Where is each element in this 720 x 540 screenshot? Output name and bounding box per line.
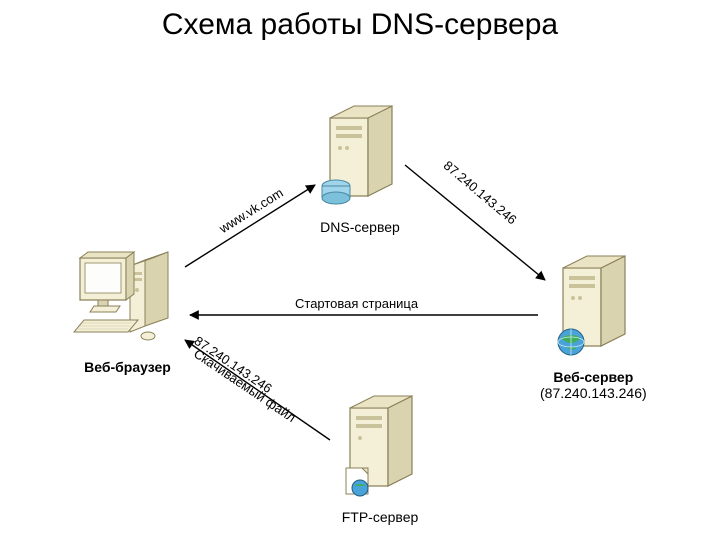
edge-label-start: Стартовая страница	[295, 296, 418, 311]
server-icon	[543, 250, 643, 360]
pc-icon	[70, 240, 185, 350]
node-web-label: Веб-сервер	[540, 369, 647, 385]
node-browser: Веб-браузер	[70, 240, 185, 375]
server-icon	[330, 390, 430, 500]
node-web: Веб-сервер (87.240.143.246)	[540, 250, 647, 401]
server-icon	[310, 100, 410, 210]
edge-browser-dns	[185, 185, 315, 267]
node-ftp: FTP-сервер	[330, 390, 430, 525]
diagram-stage: www.vk.com 87.240.143.246 Стартовая стра…	[40, 60, 680, 530]
node-ftp-label: FTP-сервер	[330, 509, 430, 525]
page-title: Схема работы DNS-сервера	[0, 8, 720, 42]
node-web-sublabel: (87.240.143.246)	[540, 385, 647, 401]
node-browser-label: Веб-браузер	[70, 359, 185, 375]
node-dns: DNS-сервер	[310, 100, 410, 235]
node-dns-label: DNS-сервер	[310, 219, 410, 235]
